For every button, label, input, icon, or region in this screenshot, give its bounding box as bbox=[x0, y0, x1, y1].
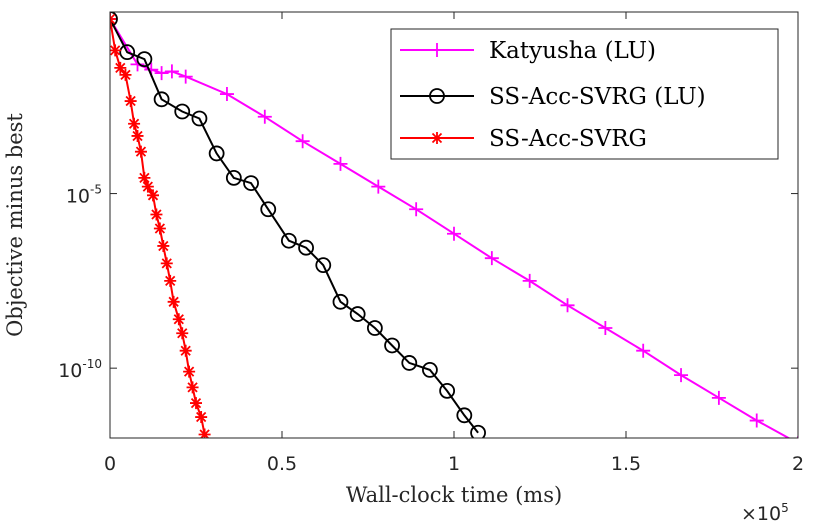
series-1-marker-6 bbox=[178, 69, 193, 84]
legend-marker-2 bbox=[429, 88, 445, 104]
series-2-marker-13 bbox=[315, 257, 332, 274]
legend: Katyusha (LU) SS-Acc-SVRG (LU) SS-Acc-SVRG bbox=[390, 28, 779, 160]
legend-label-3: SS-Acc-SVRG bbox=[489, 126, 647, 152]
series-3-marker-6 bbox=[128, 117, 141, 130]
series-3-marker-13 bbox=[153, 222, 166, 235]
series-3-marker-16 bbox=[164, 274, 177, 287]
series-3-marker-21 bbox=[183, 365, 196, 378]
series-3-marker-19 bbox=[176, 327, 189, 340]
series-2-marker-18 bbox=[401, 355, 418, 371]
series-3-marker-22 bbox=[186, 381, 199, 394]
x-tick-label-3: 1 bbox=[448, 453, 460, 475]
series-2-marker-2 bbox=[119, 44, 136, 61]
series-3-marker-5 bbox=[124, 95, 137, 108]
x-exponent-label: ×105 bbox=[741, 501, 789, 525]
series-2-marker-19 bbox=[422, 362, 438, 378]
series-2-marker-20 bbox=[439, 382, 456, 399]
series-2-marker-17 bbox=[384, 337, 400, 354]
series-2-marker-5 bbox=[174, 103, 191, 120]
y-tick-label-2: 10-10 bbox=[58, 357, 102, 382]
legend-marker-3 bbox=[431, 132, 443, 144]
x-axis-title: Wall-clock time (ms) bbox=[346, 483, 562, 507]
series-1-marker-5 bbox=[164, 64, 179, 79]
series-1-marker-15 bbox=[522, 273, 537, 288]
series-3-marker-18 bbox=[172, 313, 185, 326]
series-3-marker-14 bbox=[157, 239, 170, 252]
series-line-2 bbox=[110, 18, 479, 434]
series-2-marker-10 bbox=[260, 201, 277, 218]
legend-marker-1 bbox=[430, 43, 444, 57]
series-3-marker-17 bbox=[167, 295, 180, 308]
series-1-marker-18 bbox=[636, 343, 651, 358]
series-2-marker-14 bbox=[332, 293, 349, 310]
series-3-marker-11 bbox=[147, 189, 159, 202]
series-2-marker-21 bbox=[456, 407, 473, 424]
x-tick-label-2: 0.5 bbox=[267, 453, 297, 475]
series-1-marker-10 bbox=[333, 156, 348, 171]
x-tick-label-1: 0 bbox=[104, 453, 116, 475]
series-1-marker-20 bbox=[711, 390, 726, 405]
series-1-marker-11 bbox=[371, 179, 386, 194]
series-1-marker-4 bbox=[154, 66, 169, 81]
series-2-marker-12 bbox=[298, 239, 314, 256]
series-3-marker-9 bbox=[138, 171, 151, 184]
series-1-marker-13 bbox=[447, 226, 461, 241]
series-1-marker-7 bbox=[219, 87, 234, 102]
series-3-marker-2 bbox=[110, 44, 122, 57]
series-3-marker-25 bbox=[198, 428, 211, 438]
series-2-marker-9 bbox=[243, 175, 259, 191]
series-3-marker-10 bbox=[141, 180, 154, 193]
series-1-marker-8 bbox=[257, 109, 272, 124]
series-2-marker-7 bbox=[208, 145, 225, 162]
series-2-marker-11 bbox=[280, 232, 297, 249]
series-3-marker-24 bbox=[195, 411, 208, 424]
series-3-marker-7 bbox=[131, 129, 144, 142]
legend-label-1: Katyusha (LU) bbox=[489, 38, 656, 64]
y-tick-label-1: 10-5 bbox=[66, 183, 102, 208]
legend-label-2: SS-Acc-SVRG (LU) bbox=[489, 84, 706, 110]
series-1-marker-14 bbox=[484, 251, 499, 266]
series-1-marker-12 bbox=[409, 202, 424, 217]
series-2-marker-1 bbox=[110, 12, 118, 27]
series-3-marker-12 bbox=[150, 208, 163, 221]
series-1-marker-17 bbox=[598, 321, 613, 336]
series-3-marker-23 bbox=[190, 397, 202, 410]
series-3-marker-20 bbox=[179, 344, 192, 357]
x-tick-label-5: 2 bbox=[792, 453, 804, 475]
series-3-marker-3 bbox=[114, 61, 127, 74]
series-2-marker-6 bbox=[191, 110, 208, 127]
series-3-marker-4 bbox=[119, 68, 132, 81]
series-1-marker-16 bbox=[560, 298, 575, 313]
series-2-marker-15 bbox=[349, 306, 366, 322]
series-1-marker-9 bbox=[295, 134, 310, 149]
series-2-marker-16 bbox=[366, 320, 383, 336]
x-tick-label-4: 1.5 bbox=[611, 453, 641, 475]
series-1-marker-21 bbox=[749, 413, 764, 428]
series-2-marker-22 bbox=[470, 424, 486, 438]
y-axis-title: Objective minus best bbox=[3, 113, 27, 337]
series-1-marker-19 bbox=[674, 368, 689, 383]
series-3-marker-8 bbox=[134, 145, 147, 158]
series-3-marker-15 bbox=[160, 257, 173, 270]
series-2-marker-4 bbox=[153, 91, 170, 108]
series-2-marker-8 bbox=[225, 169, 242, 186]
series-2-marker-3 bbox=[136, 51, 153, 68]
